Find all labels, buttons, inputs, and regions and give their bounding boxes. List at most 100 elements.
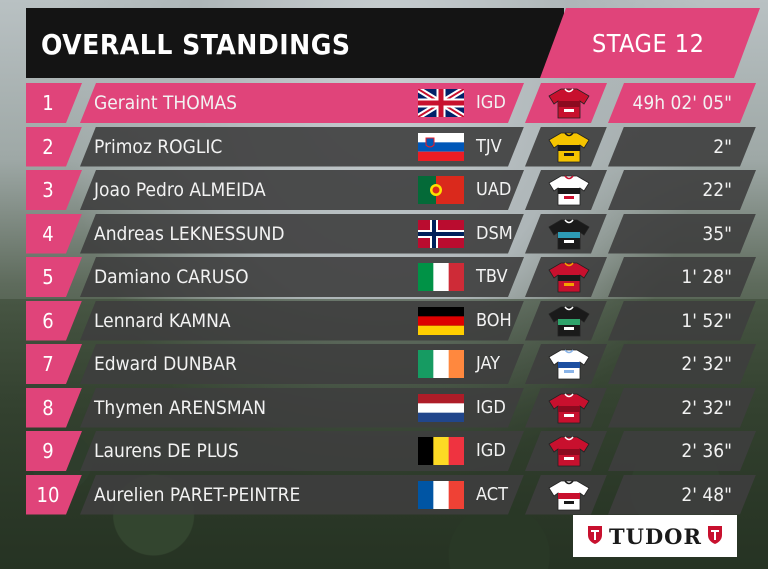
jersey-cell — [525, 388, 607, 428]
nl-flag-icon — [418, 394, 464, 422]
jersey-cell — [525, 344, 607, 384]
it-flag-icon — [418, 263, 464, 291]
rank-cell: 3 — [26, 170, 82, 210]
rider-cell: Aurelien PARET-PEINTRE ACT — [80, 475, 524, 515]
table-row: 7 Edward DUNBAR JAY 2' 32" — [26, 344, 756, 384]
rank-cell: 9 — [26, 431, 82, 471]
rider-cell: Damiano CARUSO TBV — [80, 257, 524, 297]
rider-cell: Thymen ARENSMAN IGD — [80, 388, 524, 428]
time-cell: 2" — [608, 127, 756, 167]
time-cell: 49h 02' 05" — [608, 83, 756, 123]
gap-time: 2' 32" — [681, 396, 732, 419]
team-code: DSM — [476, 222, 513, 244]
sponsor-name: TUDOR — [609, 524, 702, 549]
table-row: 9 Laurens DE PLUS IGD 2' 36" — [26, 431, 756, 471]
time-cell: 35" — [608, 214, 756, 254]
team-code: IGD — [476, 92, 506, 113]
jersey-cell — [525, 431, 607, 471]
pt-flag-icon — [418, 176, 464, 204]
gap-time: 2" — [713, 135, 732, 158]
rider-cell: Edward DUNBAR JAY — [80, 344, 524, 384]
table-row: 3 Joao Pedro ALMEIDA UAD 22" — [26, 170, 756, 210]
gap-time: 22" — [702, 179, 732, 201]
team-code: JAY — [476, 353, 501, 374]
team-code: IGD — [476, 396, 506, 418]
fr-flag-icon — [418, 481, 464, 509]
time-cell: 2' 48" — [608, 475, 756, 515]
rider-name: Edward DUNBAR — [94, 353, 237, 375]
standings-header: OVERALL STANDINGS — [26, 8, 564, 78]
rank: 4 — [42, 221, 54, 246]
stage-label: STAGE 12 — [592, 29, 705, 58]
table-row: 5 Damiano CARUSO TBV 1' 28" — [26, 257, 756, 297]
rank-cell: 6 — [26, 301, 82, 341]
rank-cell: 5 — [26, 257, 82, 297]
rank-cell: 7 — [26, 344, 82, 384]
rank: 8 — [42, 395, 54, 420]
time-cell: 1' 28" — [608, 257, 756, 297]
team-code: BOH — [476, 309, 512, 331]
rank: 1 — [42, 91, 54, 115]
table-row: 4 Andreas LEKNESSUND DSM 35" — [26, 214, 756, 254]
team-code: UAD — [476, 179, 512, 200]
rider-name: Primoz ROGLIC — [94, 135, 223, 158]
table-row: 8 Thymen ARENSMAN IGD 2' 32" — [26, 388, 756, 428]
team-code: IGD — [476, 440, 506, 461]
rider-cell: Lennard KAMNA BOH — [80, 301, 524, 341]
gb-flag-icon — [418, 89, 464, 117]
rank: 10 — [36, 482, 60, 507]
rider-cell: Andreas LEKNESSUND DSM — [80, 214, 524, 254]
rider-name: Aurelien PARET-PEINTRE — [94, 483, 301, 506]
table-row: 2 Primoz ROGLIC TJV 2" — [26, 127, 756, 167]
jersey-cell — [525, 257, 607, 297]
tudor-shield-icon — [588, 526, 602, 544]
rank: 2 — [42, 134, 54, 159]
rider-name: Joao Pedro ALMEIDA — [94, 179, 266, 201]
ie-flag-icon — [418, 350, 464, 378]
rank-cell: 4 — [26, 214, 82, 254]
gap-time: 2' 36" — [681, 440, 732, 462]
rider-name: Geraint THOMAS — [94, 92, 238, 114]
team-code: TBV — [476, 266, 508, 287]
rider-name: Andreas LEKNESSUND — [94, 222, 285, 245]
time-cell: 1' 52" — [608, 301, 756, 341]
rider-name: Laurens DE PLUS — [94, 440, 239, 462]
table-row: 1 Geraint THOMAS IGD 49h 02' 05" — [26, 83, 756, 123]
rank-cell: 10 — [26, 475, 82, 515]
rider-cell: Joao Pedro ALMEIDA UAD — [80, 170, 524, 210]
jersey-cell — [525, 214, 607, 254]
rider-name: Lennard KAMNA — [94, 309, 231, 332]
be-flag-icon — [418, 437, 464, 465]
time-cell: 2' 36" — [608, 431, 756, 471]
table-row: 10 Aurelien PARET-PEINTRE ACT 2' 48" — [26, 475, 756, 515]
rank: 6 — [42, 308, 54, 333]
rank-cell: 1 — [26, 83, 82, 123]
gap-time: 2' 32" — [681, 353, 732, 375]
jersey-cell — [525, 301, 607, 341]
no-flag-icon — [418, 220, 464, 248]
rank: 5 — [42, 265, 54, 289]
tudor-shield-icon — [708, 526, 722, 544]
gap-time: 49h 02' 05" — [632, 92, 732, 114]
team-code: ACT — [476, 483, 508, 505]
table-row: 6 Lennard KAMNA BOH 1' 52" — [26, 301, 756, 341]
gap-time: 1' 52" — [681, 309, 732, 332]
gap-time: 1' 28" — [681, 266, 732, 288]
rank-cell: 2 — [26, 127, 82, 167]
jersey-cell — [525, 127, 607, 167]
stage-badge: STAGE 12 — [540, 8, 760, 78]
rider-cell: Primoz ROGLIC TJV — [80, 127, 524, 167]
gap-time: 35" — [702, 222, 732, 245]
jersey-cell — [525, 475, 607, 515]
sponsor-logo: TUDOR — [573, 515, 737, 557]
de-flag-icon — [418, 307, 464, 335]
rider-cell: Laurens DE PLUS IGD — [80, 431, 524, 471]
gap-time: 2' 48" — [681, 483, 732, 506]
rank-cell: 8 — [26, 388, 82, 428]
rider-name: Damiano CARUSO — [94, 266, 249, 288]
jersey-cell — [525, 83, 607, 123]
time-cell: 22" — [608, 170, 756, 210]
time-cell: 2' 32" — [608, 344, 756, 384]
si-flag-icon — [418, 133, 464, 161]
team-code: TJV — [476, 135, 502, 157]
